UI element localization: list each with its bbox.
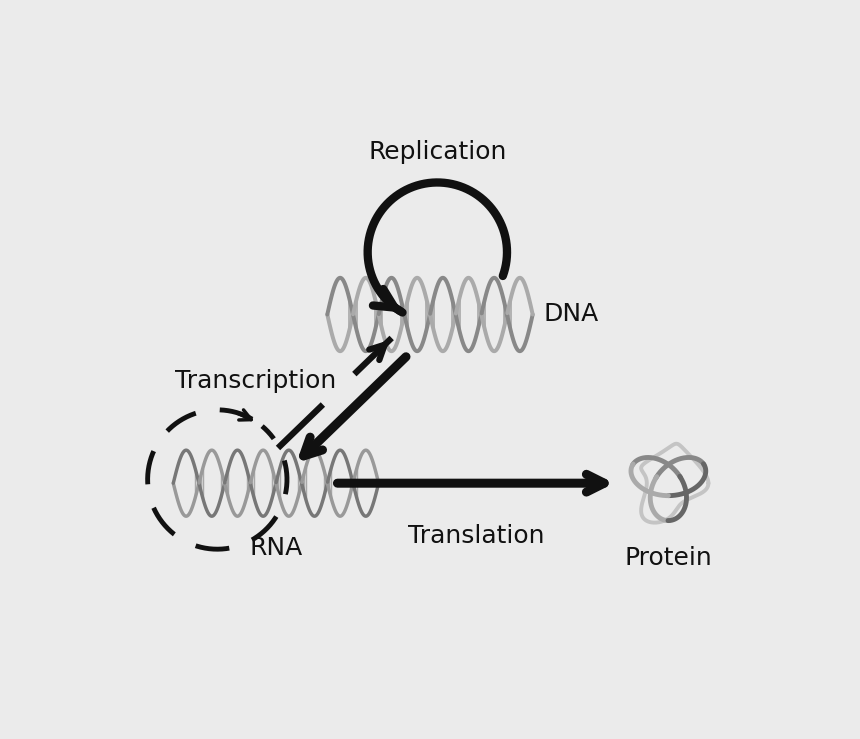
- Text: DNA: DNA: [544, 302, 599, 327]
- Text: RNA: RNA: [249, 536, 303, 560]
- Text: Transcription: Transcription: [175, 369, 336, 392]
- Text: Translation: Translation: [408, 523, 544, 548]
- Text: Replication: Replication: [368, 140, 507, 164]
- Text: Protein: Protein: [624, 545, 712, 570]
